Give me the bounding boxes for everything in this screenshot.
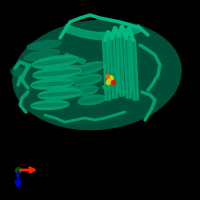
Ellipse shape (24, 50, 60, 60)
Ellipse shape (31, 79, 73, 89)
Ellipse shape (79, 98, 105, 102)
Ellipse shape (38, 89, 82, 99)
Polygon shape (103, 40, 110, 100)
Polygon shape (65, 65, 82, 70)
Ellipse shape (39, 92, 81, 96)
FancyArrow shape (114, 38, 124, 93)
Ellipse shape (31, 100, 69, 110)
Ellipse shape (32, 56, 78, 68)
Ellipse shape (27, 40, 61, 50)
Ellipse shape (33, 67, 81, 79)
Ellipse shape (25, 52, 59, 58)
Polygon shape (64, 25, 141, 39)
Ellipse shape (73, 88, 97, 94)
Ellipse shape (74, 74, 102, 86)
Ellipse shape (75, 62, 105, 74)
FancyArrow shape (127, 38, 136, 93)
Ellipse shape (32, 82, 72, 86)
Polygon shape (131, 40, 138, 100)
Polygon shape (62, 86, 78, 91)
Ellipse shape (75, 77, 101, 83)
Ellipse shape (34, 70, 80, 76)
Polygon shape (64, 53, 86, 64)
Polygon shape (63, 76, 80, 80)
Polygon shape (124, 38, 131, 98)
Polygon shape (110, 38, 117, 98)
Ellipse shape (72, 86, 98, 96)
Ellipse shape (33, 59, 77, 65)
Ellipse shape (28, 42, 60, 48)
Ellipse shape (10, 67, 26, 77)
Ellipse shape (32, 103, 68, 107)
FancyArrow shape (102, 38, 112, 93)
Ellipse shape (12, 20, 182, 130)
Ellipse shape (76, 64, 104, 72)
Polygon shape (117, 36, 124, 96)
Ellipse shape (78, 95, 106, 105)
